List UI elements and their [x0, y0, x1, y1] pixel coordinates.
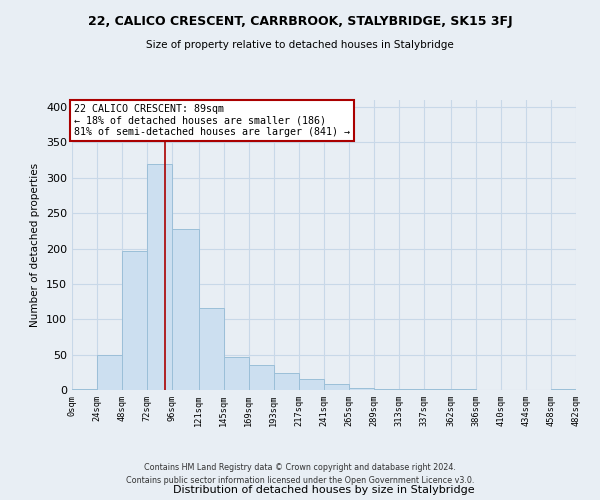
Bar [122, 252, 147, 390]
Text: 22, CALICO CRESCENT, CARRBROOK, STALYBRIDGE, SK15 3FJ: 22, CALICO CRESCENT, CARRBROOK, STALYBRI… [88, 15, 512, 28]
Bar [249, 365, 274, 390]
X-axis label: Distribution of detached houses by size in Stalybridge: Distribution of detached houses by size … [173, 484, 475, 494]
Bar [274, 373, 299, 390]
Bar [147, 164, 172, 390]
Bar [324, 384, 349, 390]
Text: 22 CALICO CRESCENT: 89sqm
← 18% of detached houses are smaller (186)
81% of semi: 22 CALICO CRESCENT: 89sqm ← 18% of detac… [74, 104, 350, 136]
Text: Size of property relative to detached houses in Stalybridge: Size of property relative to detached ho… [146, 40, 454, 50]
Bar [72, 388, 97, 390]
Bar [224, 358, 249, 390]
Bar [551, 388, 576, 390]
Bar [374, 388, 399, 390]
Bar [172, 228, 199, 390]
Bar [199, 308, 224, 390]
Bar [299, 380, 324, 390]
Bar [97, 354, 122, 390]
Text: Contains HM Land Registry data © Crown copyright and database right 2024.
Contai: Contains HM Land Registry data © Crown c… [126, 464, 474, 485]
Bar [349, 388, 374, 390]
Y-axis label: Number of detached properties: Number of detached properties [31, 163, 40, 327]
